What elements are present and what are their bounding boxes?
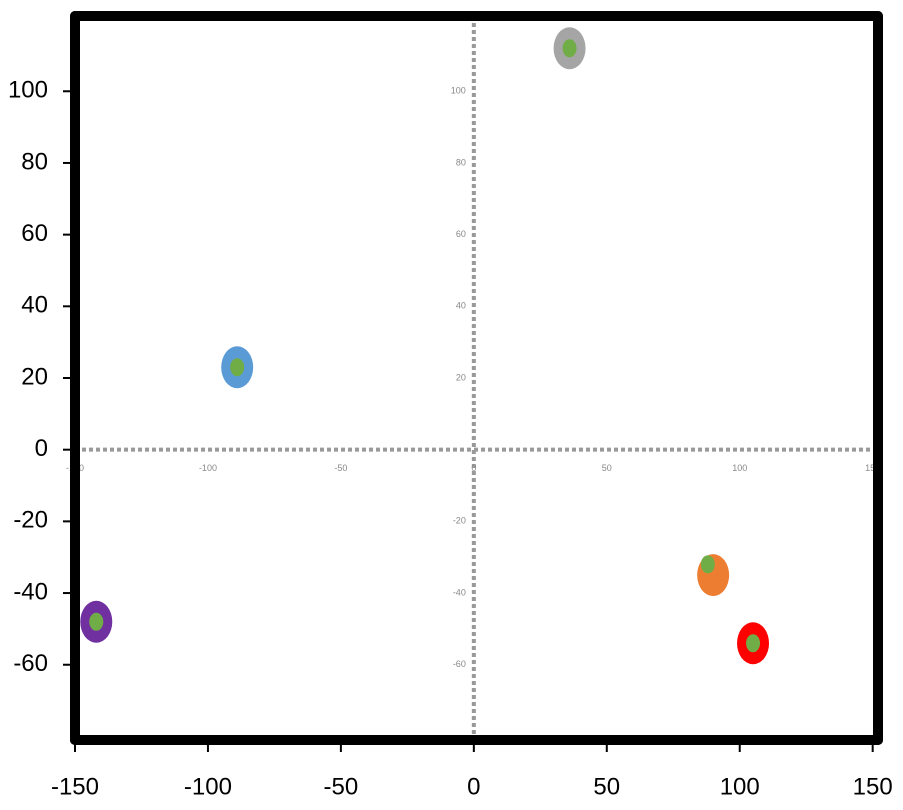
point: [700, 555, 715, 574]
point: [230, 358, 245, 377]
inner-y-tick-label: 100: [451, 86, 466, 96]
x-tick-label: -150: [51, 773, 99, 800]
inner-x-tick-label: -100: [199, 463, 217, 473]
inner-y-tick-label: -40: [453, 587, 466, 597]
x-tick-label: 100: [720, 773, 760, 800]
inner-y-tick-label: -60: [453, 659, 466, 669]
y-tick-label: 100: [8, 77, 48, 104]
inner-x-tick-label: 150: [865, 463, 880, 473]
y-tick-label: 40: [21, 292, 48, 319]
inner-x-tick-label: 0: [471, 463, 476, 473]
x-tick-label: -100: [184, 773, 232, 800]
point: [89, 612, 104, 631]
x-tick-label: -50: [324, 773, 359, 800]
point: [746, 634, 761, 653]
y-tick-label: -40: [13, 578, 48, 605]
inner-y-tick-label: 40: [456, 301, 466, 311]
inner-y-tick-label: 20: [456, 372, 466, 382]
x-tick-label: 150: [853, 773, 893, 800]
y-tick-label: 20: [21, 363, 48, 390]
y-tick-label: 80: [21, 148, 48, 175]
inner-x-tick-label: 100: [732, 463, 747, 473]
y-tick-label: -60: [13, 650, 48, 677]
inner-y-tick-label: 80: [456, 157, 466, 167]
y-tick-label: -20: [13, 507, 48, 534]
inner-x-tick-label: -50: [334, 463, 347, 473]
x-tick-label: 50: [593, 773, 620, 800]
point: [562, 39, 577, 58]
inner-y-tick-label: 60: [456, 229, 466, 239]
y-tick-label: 0: [35, 435, 48, 462]
x-tick-label: 0: [467, 773, 480, 800]
inner-y-tick-label: -20: [453, 516, 466, 526]
inner-x-tick-label: 50: [602, 463, 612, 473]
y-tick-label: 60: [21, 220, 48, 247]
